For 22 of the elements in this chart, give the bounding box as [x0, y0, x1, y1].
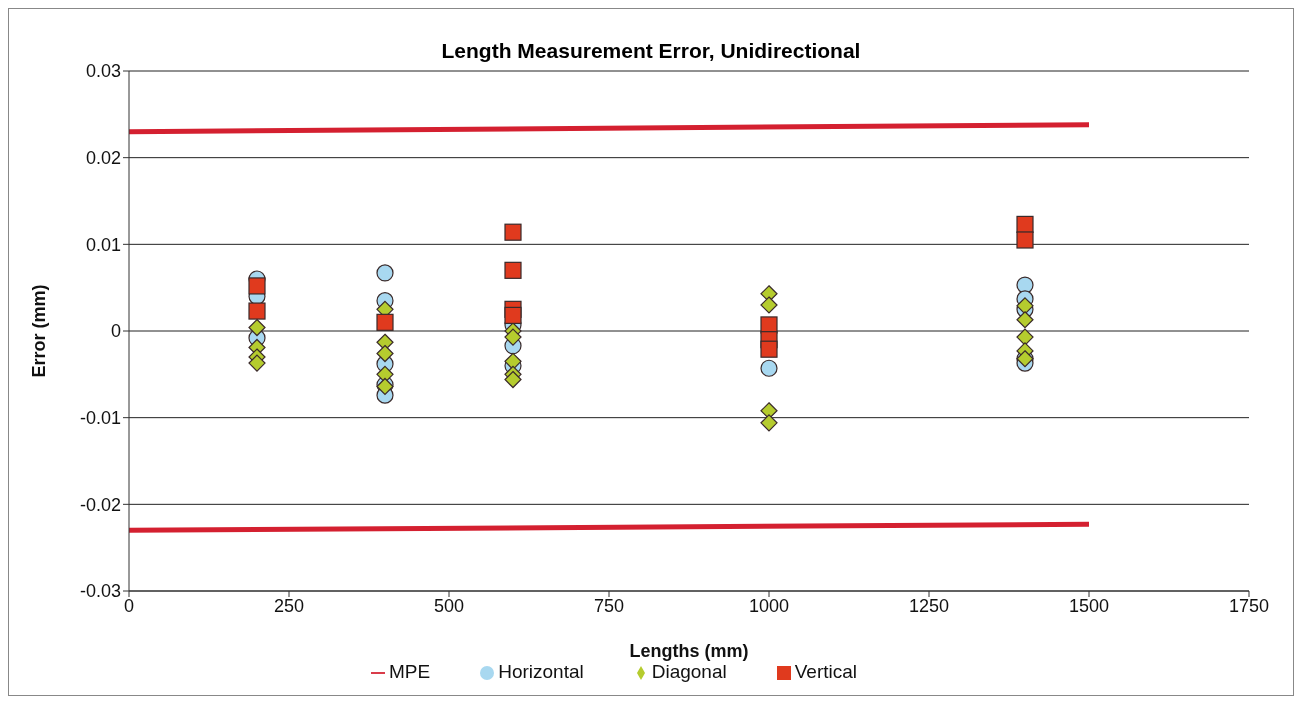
y-tick-label: 0.03 [85, 61, 121, 82]
y-tick-label: 0.02 [85, 148, 121, 169]
legend-label: Horizontal [498, 661, 584, 682]
x-tick-label: 0 [123, 595, 135, 616]
y-tick-label: -0.03 [79, 581, 121, 602]
legend-label: Vertical [794, 661, 858, 682]
x-tick-label: 1750 [1228, 595, 1270, 616]
legend-label: MPE [388, 661, 431, 682]
x-tick-label: 500 [433, 595, 465, 616]
x-tick-label: 1250 [908, 595, 950, 616]
x-tick-label: 1500 [1068, 595, 1110, 616]
x-tick-label: 750 [593, 595, 625, 616]
y-axis-title: Error (mm) [29, 284, 50, 378]
x-axis-title: Lengths (mm) [629, 641, 749, 661]
x-tick-label: 250 [273, 595, 305, 616]
y-tick-label: -0.02 [79, 494, 121, 515]
y-tick-label: 0 [110, 321, 121, 342]
legend-label: Diagonal [651, 661, 727, 682]
x-tick-label: 1000 [748, 595, 790, 616]
y-tick-label: 0.01 [85, 234, 121, 255]
y-tick-label: -0.01 [79, 408, 121, 429]
chart-title: Length Measurement Error, Unidirectional [440, 39, 862, 63]
